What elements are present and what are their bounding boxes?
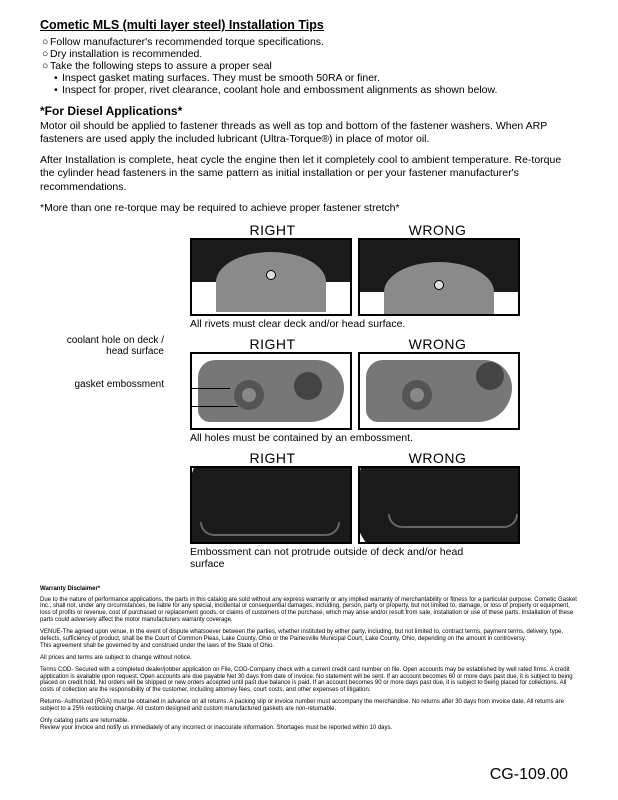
label-wrong: WRONG (355, 450, 520, 466)
bullet-glyph: ○ (42, 36, 50, 48)
bullet-text: Inspect gasket mating surfaces. They mus… (62, 72, 380, 84)
diesel-header: *For Diesel Applications* (40, 104, 578, 118)
label-right: RIGHT (190, 450, 355, 466)
bullet-glyph: • (54, 72, 62, 84)
bullet-text: Inspect for proper, rivet clearance, coo… (62, 84, 497, 96)
diesel-para-2: After Installation is complete, heat cyc… (40, 154, 578, 193)
label-wrong: WRONG (355, 336, 520, 352)
disclaimer-para: Only catalog parts are returnable.Review… (40, 718, 578, 732)
warranty-disclaimer: Warranty Disclaimer* Due to the nature o… (40, 586, 578, 732)
label-right: RIGHT (190, 336, 355, 352)
callout-coolant: coolant hole on deck / head surface (44, 335, 164, 357)
callout-gasket: gasket embossment (44, 379, 164, 390)
panel-emboss-wrong (358, 352, 520, 430)
disclaimer-para: Due to the nature of performance applica… (40, 597, 578, 625)
retorque-note: *More than one re-torque may be required… (40, 202, 578, 214)
disclaimer-para: Returns- Authorized (RGA) must be obtain… (40, 699, 578, 713)
panel-emboss-right (190, 352, 352, 430)
disclaimer-header: Warranty Disclaimer* (40, 586, 578, 593)
panel-rivet-wrong (358, 238, 520, 316)
caption-emboss: All holes must be contained by an emboss… (190, 432, 578, 444)
caption-edge: Embossment can not protrude outside of d… (190, 546, 490, 570)
bullet-glyph: • (54, 84, 62, 96)
panel-rivet-right (190, 238, 352, 316)
panel-edge-right (190, 466, 352, 544)
bullet-text: Follow manufacturer's recommended torque… (50, 36, 324, 48)
bullet-text: Take the following steps to assure a pro… (50, 60, 272, 72)
diesel-para-1: Motor oil should be applied to fastener … (40, 120, 578, 146)
disclaimer-para: VENUE-The agreed upon venue, in the even… (40, 629, 578, 650)
label-wrong: WRONG (355, 222, 520, 238)
document-number: CG-109.00 (490, 766, 568, 784)
bullet-glyph: ○ (42, 60, 50, 72)
bullet-glyph: ○ (42, 48, 50, 60)
disclaimer-para: Terms COD- Secured with a completed deal… (40, 667, 578, 695)
label-right: RIGHT (190, 222, 355, 238)
callout-labels: coolant hole on deck / head surface gask… (44, 335, 164, 390)
disclaimer-para: All prices and terms are subject to chan… (40, 655, 578, 662)
page-title: Cometic MLS (multi layer steel) Installa… (40, 18, 578, 32)
bullet-text: Dry installation is recommended. (50, 48, 202, 60)
figure-rivets: RIGHT WRONG All rivets must clear deck a… (190, 222, 578, 570)
caption-rivets: All rivets must clear deck and/or head s… (190, 318, 578, 330)
install-bullets: ○Follow manufacturer's recommended torqu… (42, 36, 578, 96)
panel-edge-wrong (358, 466, 520, 544)
